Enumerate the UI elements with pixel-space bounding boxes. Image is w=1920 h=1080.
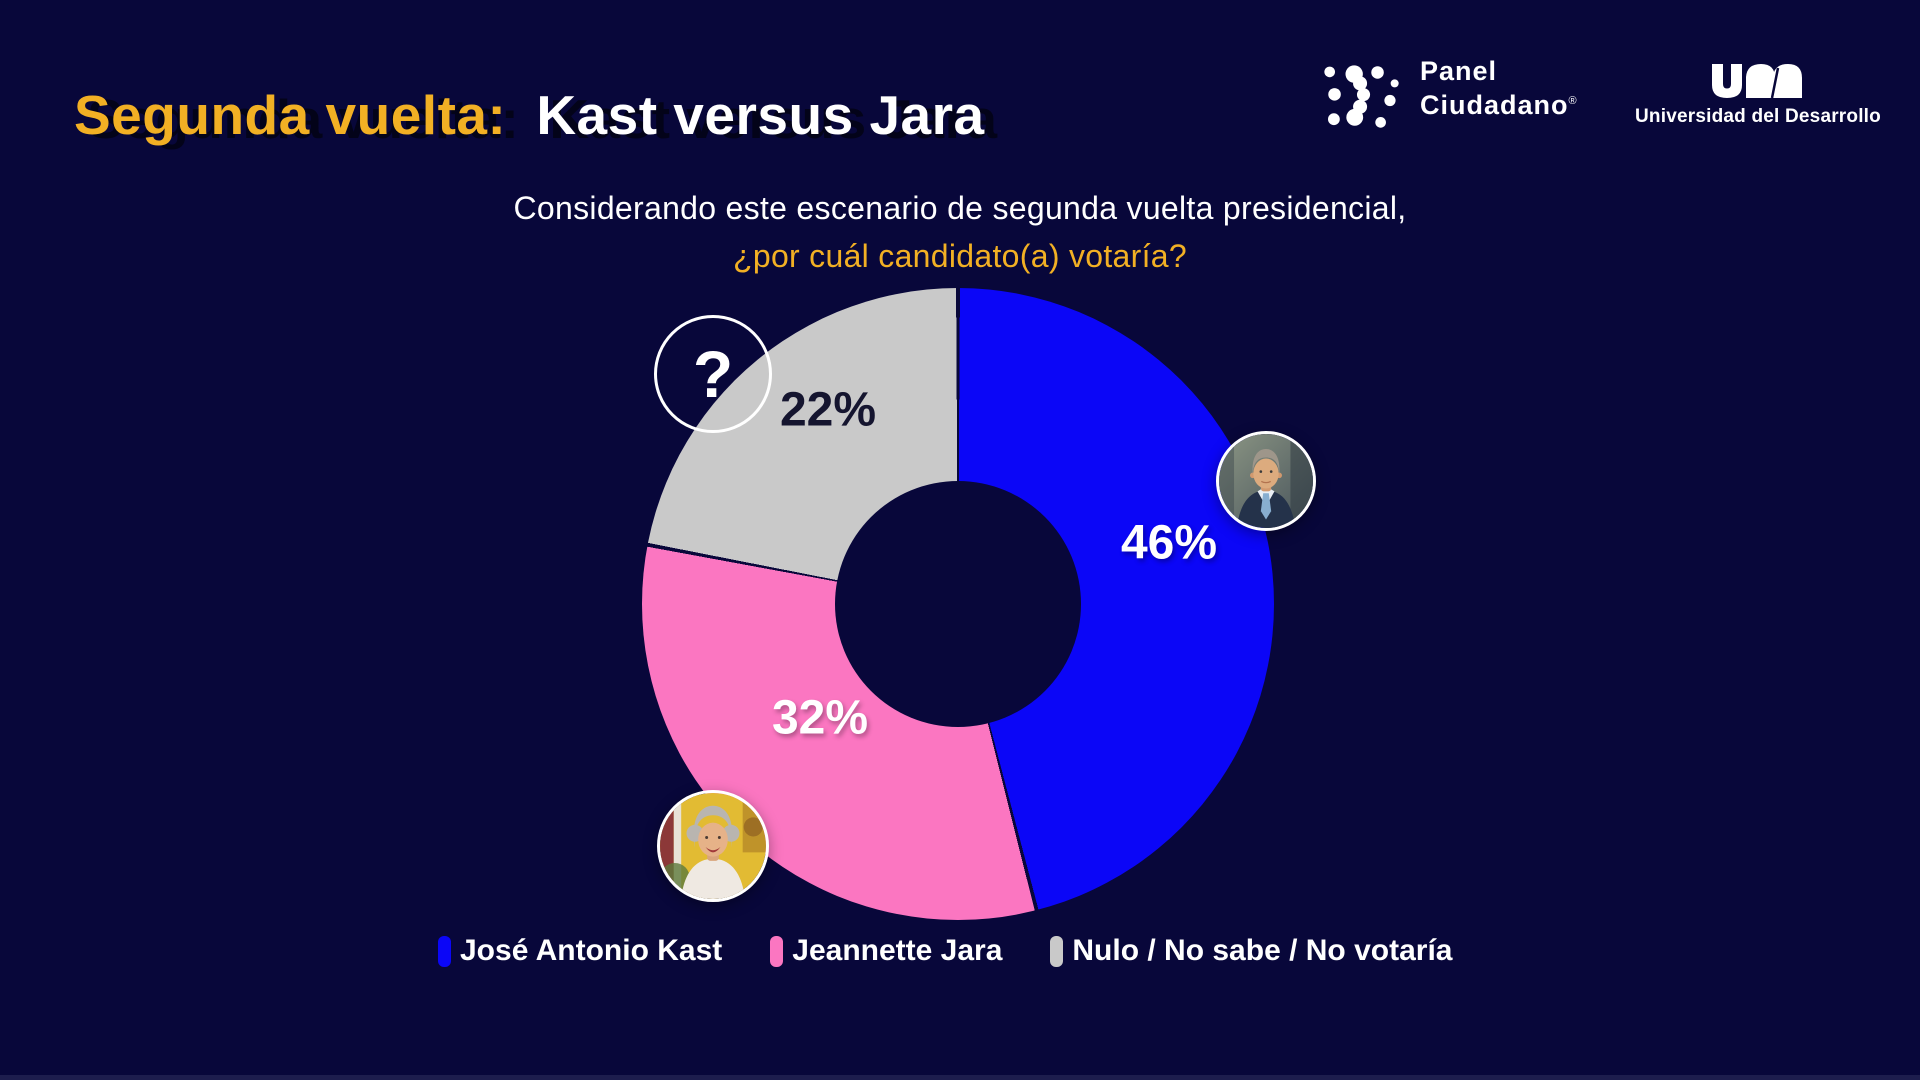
legend-label-null: Nulo / No sabe / No votaría: [1072, 934, 1453, 967]
title-main: Kast versus Jara: [536, 83, 985, 146]
udd-logo: Universidad del Desarrollo: [1630, 64, 1886, 128]
panel-ciudadano-logo-icon: [1318, 46, 1404, 132]
legend-item-null: Nulo / No sabe / No votaría: [1050, 934, 1452, 968]
slice-label-kast: 46%: [1120, 516, 1218, 570]
panel-ciudadano-wordmark: Panel Ciudadano®: [1420, 56, 1578, 120]
bottom-strip: [0, 1075, 1920, 1080]
chart-legend: José Antonio Kast Jeannette Jara Nulo / …: [438, 934, 1452, 968]
udd-caption: Universidad del Desarrollo: [1635, 106, 1881, 127]
legend-marker-jara: [770, 935, 784, 967]
title-accent: Segunda vuelta:: [74, 83, 507, 146]
donut-chart: 46% 32% 22% ?: [642, 288, 1316, 920]
panel-logo-line2: Ciudadano®: [1420, 90, 1578, 120]
legend-item-kast: José Antonio Kast: [438, 934, 722, 968]
donut-hole: [835, 481, 1081, 727]
legend-marker-kast: [438, 935, 451, 967]
page-title: Segunda vuelta: Kast versus Jara: [74, 83, 985, 147]
panel-logo-line1: Panel: [1420, 56, 1498, 86]
slice-label-null: 22%: [779, 383, 877, 437]
legend-item-jara: Jeannette Jara: [770, 934, 1002, 968]
legend-label-kast: José Antonio Kast: [460, 934, 723, 967]
question-line-1: Considerando este escenario de segunda v…: [513, 190, 1407, 226]
kast-photo: [1216, 431, 1316, 531]
question-mark-icon: ?: [692, 337, 734, 411]
question-mark-badge: ?: [654, 315, 772, 433]
legend-marker-null: [1050, 935, 1064, 967]
jara-photo: [657, 790, 769, 902]
slice-label-jara: 32%: [771, 691, 869, 745]
udd-logo-icon: [1712, 64, 1802, 99]
registered-mark: ®: [1568, 95, 1578, 107]
survey-question: Considerando este escenario de segunda v…: [0, 184, 1920, 280]
question-line-2: ¿por cuál candidato(a) votaría?: [733, 238, 1187, 274]
legend-label-jara: Jeannette Jara: [792, 934, 1003, 967]
